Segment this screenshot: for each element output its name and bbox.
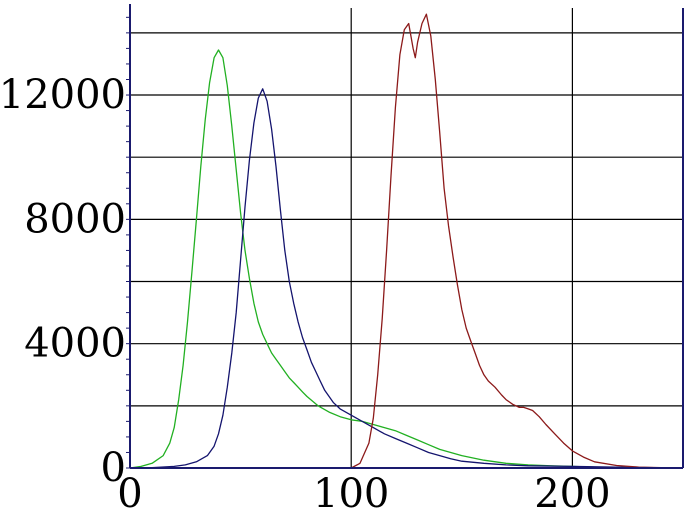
x-tick-label: 100: [313, 471, 389, 513]
x-tick-label: 0: [117, 471, 142, 513]
y-tick-label: 4000: [24, 321, 126, 367]
y-tick-label: 0: [101, 445, 126, 491]
series-lines: [129, 13, 684, 469]
plot-area: [130, 8, 683, 468]
y-tick-label: 12000: [0, 72, 126, 118]
x-tick-label: 200: [534, 471, 610, 513]
axes: [126, 4, 684, 469]
series-line-1: [129, 49, 684, 469]
series-line-2: [129, 88, 684, 469]
y-tick-label: 8000: [24, 196, 126, 242]
tick-labels: 0 4000 8000 12000 0 100 200: [0, 72, 611, 513]
series-line-3: [130, 13, 684, 469]
